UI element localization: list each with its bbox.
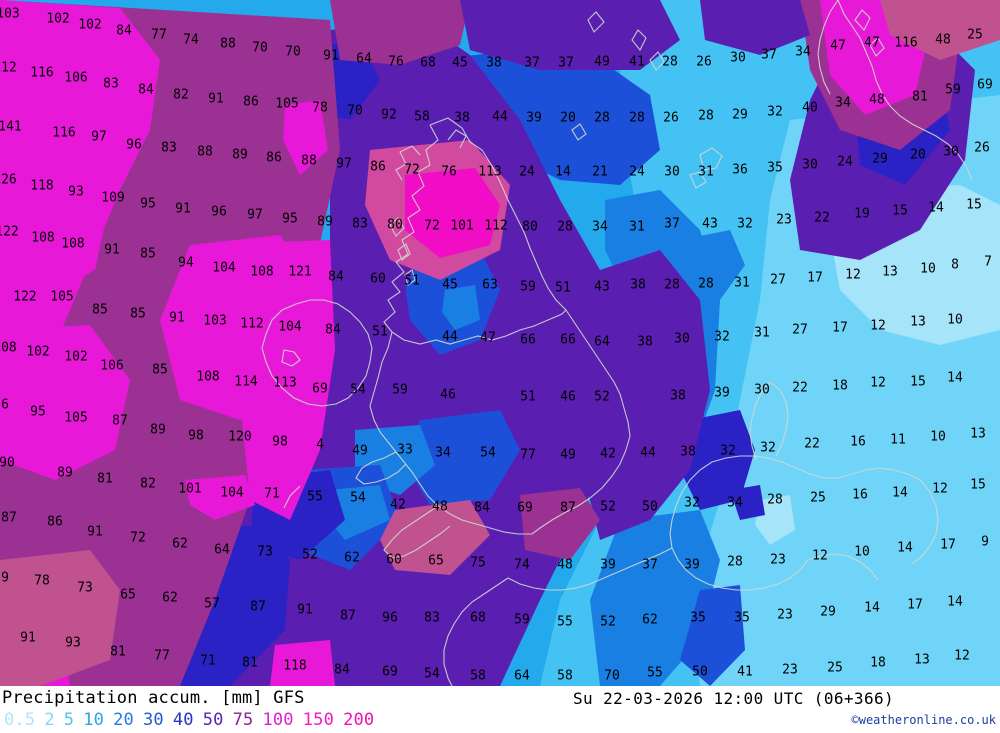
band-75mm-denmark	[520, 488, 600, 560]
legend-step-2[interactable]: 2	[44, 710, 55, 730]
map-footer: Precipitation accum. [mm] GFS Su 22-03-2…	[0, 686, 1000, 733]
band-pink-ne2	[880, 0, 1000, 60]
band-20mm-channel	[325, 485, 390, 540]
forecast-valid-time: Su 22-03-2026 12:00 UTC (06+366)	[573, 689, 895, 708]
band-100mm-small3	[270, 640, 335, 686]
legend-step-20[interactable]: 20	[113, 710, 134, 730]
band-100mm-mid2	[0, 325, 130, 480]
band-20mm-nstripe	[680, 230, 745, 300]
precipitation-map-canvas[interactable]: 103 102 102 84 77 74 88 70 70 91 64 76 68 45 38 37 37 49 4…	[0, 0, 1000, 686]
band-40mm-deep2	[730, 485, 765, 520]
band-30mm-patch	[680, 585, 745, 686]
legend-step-150[interactable]: 150	[302, 710, 335, 730]
legend-step-10[interactable]: 10	[83, 710, 105, 730]
band-50mm-topcentre	[460, 0, 680, 70]
map-title: Precipitation accum. [mm] GFS	[2, 688, 305, 708]
band-20mm-irish-sea	[442, 285, 480, 330]
legend-step-5[interactable]: 5	[63, 710, 75, 730]
legend-step-40[interactable]: 40	[172, 710, 194, 730]
band-100mm-scot	[405, 168, 500, 258]
legend-scale[interactable]: 0.5 2 5 10 20 30 40 50 75 100 150 200	[4, 710, 383, 730]
band-100mm-ireland	[283, 100, 328, 175]
legend-step-50[interactable]: 50	[202, 710, 224, 730]
legend-step-200[interactable]: 200	[343, 710, 375, 730]
band-50mm-violet-right	[580, 250, 710, 540]
band-100mm-small1	[185, 475, 255, 520]
band-50mm-topright	[700, 0, 810, 55]
credit-label: ©weatheronline.co.uk	[851, 713, 997, 727]
legend-step-0-5[interactable]: 0.5	[4, 710, 36, 730]
coastline-layer	[261, 0, 973, 686]
band-100mm-blob1	[0, 145, 110, 300]
band-2mm-east2	[890, 410, 1000, 570]
band-lightblue-patch	[755, 495, 795, 545]
legend-step-30[interactable]: 30	[142, 710, 164, 730]
band-100mm-vertical	[205, 240, 335, 520]
legend-step-100[interactable]: 100	[262, 710, 294, 730]
legend-step-75[interactable]: 75	[232, 710, 254, 730]
band-30mm-wales	[405, 410, 520, 505]
precipitation-contour-layer	[0, 0, 1000, 686]
band-75mm-topcentre	[330, 0, 470, 65]
band-pink-welsh	[0, 550, 120, 686]
